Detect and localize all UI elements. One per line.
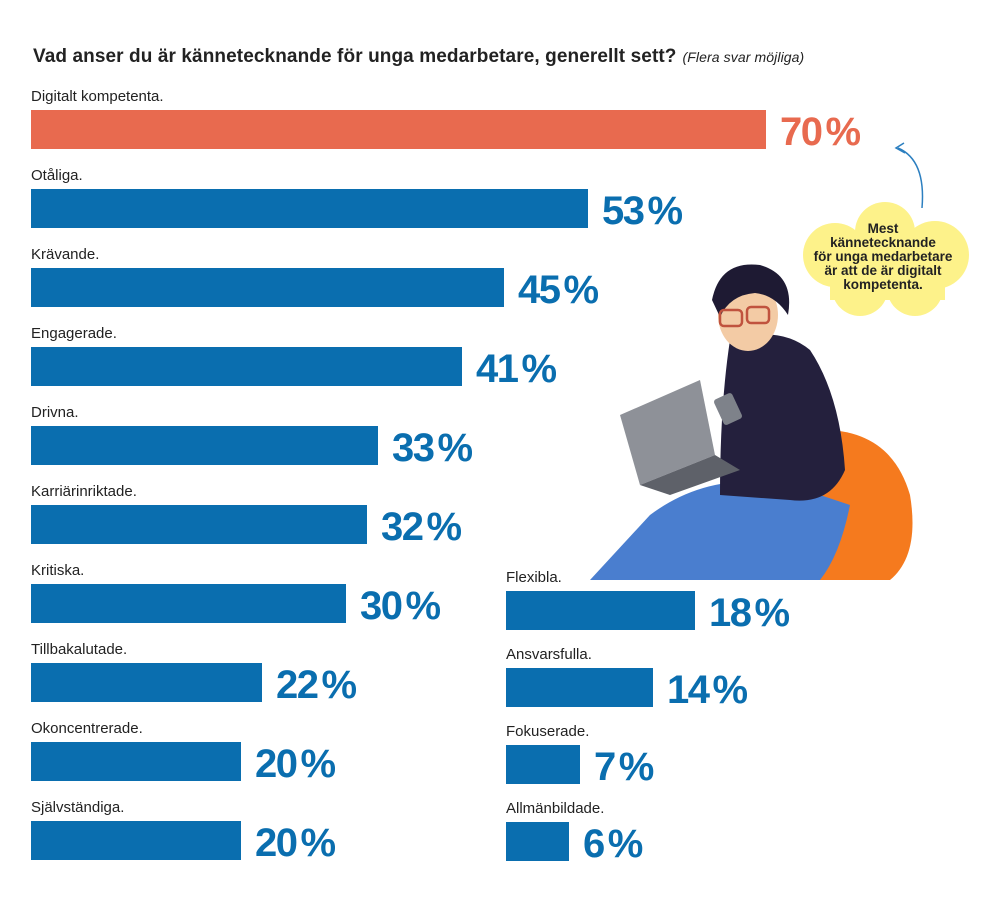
bar <box>31 663 262 702</box>
bar-category-label: Otåliga. <box>31 167 83 184</box>
bar-value-label: 7% <box>594 745 654 789</box>
bar-category-label: Karriärinriktade. <box>31 483 137 500</box>
bar-category-label: Ansvarsfulla. <box>506 646 592 663</box>
bar-value-label: 20% <box>255 821 336 865</box>
bar-category-label: Självständiga. <box>31 799 125 816</box>
callout-line: Mest <box>867 221 899 236</box>
callout-line: kompetenta. <box>843 277 923 292</box>
bar-category-label: Kritiska. <box>31 562 85 579</box>
bar <box>506 822 569 861</box>
laptop-shape <box>620 380 715 485</box>
bar <box>31 268 504 307</box>
bar <box>31 505 367 544</box>
bar <box>31 584 346 623</box>
callout-arrow-icon <box>894 142 924 209</box>
bar <box>506 668 653 707</box>
hair-shape <box>712 264 790 317</box>
callout-line: för unga medarbetare <box>813 249 953 264</box>
bar-value-label: 53% <box>602 189 683 233</box>
callout-cloud-bubble <box>803 202 969 316</box>
bar-value-label: 41% <box>476 347 557 391</box>
bar-value-label: 20% <box>255 742 336 786</box>
callout-line: kännetecknande <box>830 235 936 250</box>
bar <box>506 745 580 784</box>
sweater-shape <box>720 334 845 501</box>
bar-value-label: 18% <box>709 591 790 635</box>
bar <box>31 189 588 228</box>
title-note: (Flera svar möjliga) <box>682 49 805 65</box>
bar-value-label: 30% <box>360 584 441 628</box>
bar <box>31 426 378 465</box>
bar-category-label: Engagerade. <box>31 325 117 342</box>
laptop-base-shape <box>640 455 740 495</box>
person-with-laptop-illustration <box>590 264 913 580</box>
bar-value-label: 22% <box>276 663 357 707</box>
jeans-shape <box>590 481 850 580</box>
bar-category-label: Okoncentrerade. <box>31 720 143 737</box>
bar <box>31 742 241 781</box>
bar-value-label: 14% <box>667 668 748 712</box>
callout-line: är att de är digitalt <box>824 263 942 278</box>
bar-value-label: 32% <box>381 505 462 549</box>
callout-text: Mest kännetecknande för unga medarbetare… <box>798 222 968 292</box>
bar <box>506 591 695 630</box>
glasses-right <box>745 305 771 325</box>
bar <box>31 821 241 860</box>
bar-category-label: Digitalt kompetenta. <box>31 88 164 105</box>
bar-category-label: Drivna. <box>31 404 79 421</box>
bar-category-label: Fokuserade. <box>506 723 590 740</box>
bar-highlighted <box>31 110 766 149</box>
glasses-left <box>718 308 744 328</box>
chart-title: Vad anser du är kännetecknande för unga … <box>33 46 804 68</box>
bar-category-label: Krävande. <box>31 246 100 263</box>
bar-value-label: 70% <box>780 110 861 154</box>
bar-value-label: 6% <box>583 822 643 866</box>
bar-category-label: Allmänbildade. <box>506 800 605 817</box>
phone-shape <box>714 393 742 425</box>
bar <box>31 347 462 386</box>
bar-category-label: Flexibla. <box>506 569 562 586</box>
bar-value-label: 45% <box>518 268 599 312</box>
bar-category-label: Tillbakalutade. <box>31 641 128 658</box>
bar-value-label: 33% <box>392 426 473 470</box>
title-question: Vad anser du är kännetecknande för unga … <box>33 46 677 67</box>
